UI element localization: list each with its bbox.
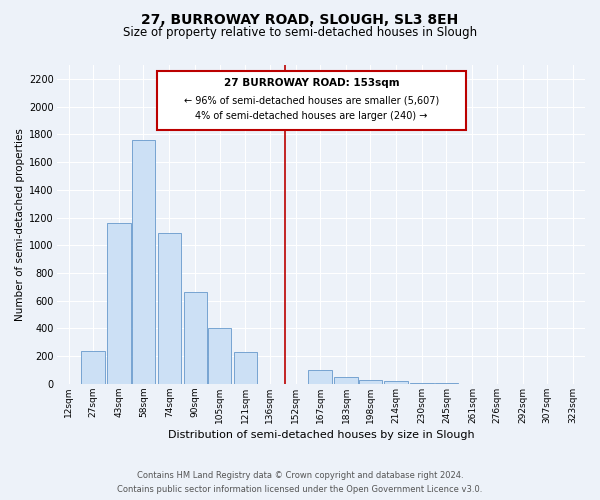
X-axis label: Distribution of semi-detached houses by size in Slough: Distribution of semi-detached houses by … (167, 430, 474, 440)
Y-axis label: Number of semi-detached properties: Number of semi-detached properties (15, 128, 25, 321)
Text: 27 BURROWAY ROAD: 153sqm: 27 BURROWAY ROAD: 153sqm (224, 78, 400, 88)
Bar (157, 72, 466, 130)
Bar (308, 370, 332, 384)
Bar (208, 328, 232, 384)
Text: Size of property relative to semi-detached houses in Slough: Size of property relative to semi-detach… (123, 26, 477, 39)
Text: ← 96% of semi-detached houses are smaller (5,607): ← 96% of semi-detached houses are smalle… (184, 96, 439, 106)
Bar (82, 350, 105, 384)
Bar (385, 381, 408, 384)
Bar (107, 223, 131, 384)
Bar (334, 377, 358, 384)
Bar (158, 233, 181, 384)
Bar (131, 140, 155, 384)
Text: 4% of semi-detached houses are larger (240) →: 4% of semi-detached houses are larger (2… (196, 111, 428, 121)
Bar (434, 383, 458, 384)
Bar (184, 292, 207, 384)
Text: Contains HM Land Registry data © Crown copyright and database right 2024.
Contai: Contains HM Land Registry data © Crown c… (118, 472, 482, 494)
Bar (410, 382, 434, 384)
Bar (359, 380, 382, 384)
Bar (234, 352, 257, 384)
Text: 27, BURROWAY ROAD, SLOUGH, SL3 8EH: 27, BURROWAY ROAD, SLOUGH, SL3 8EH (142, 12, 458, 26)
